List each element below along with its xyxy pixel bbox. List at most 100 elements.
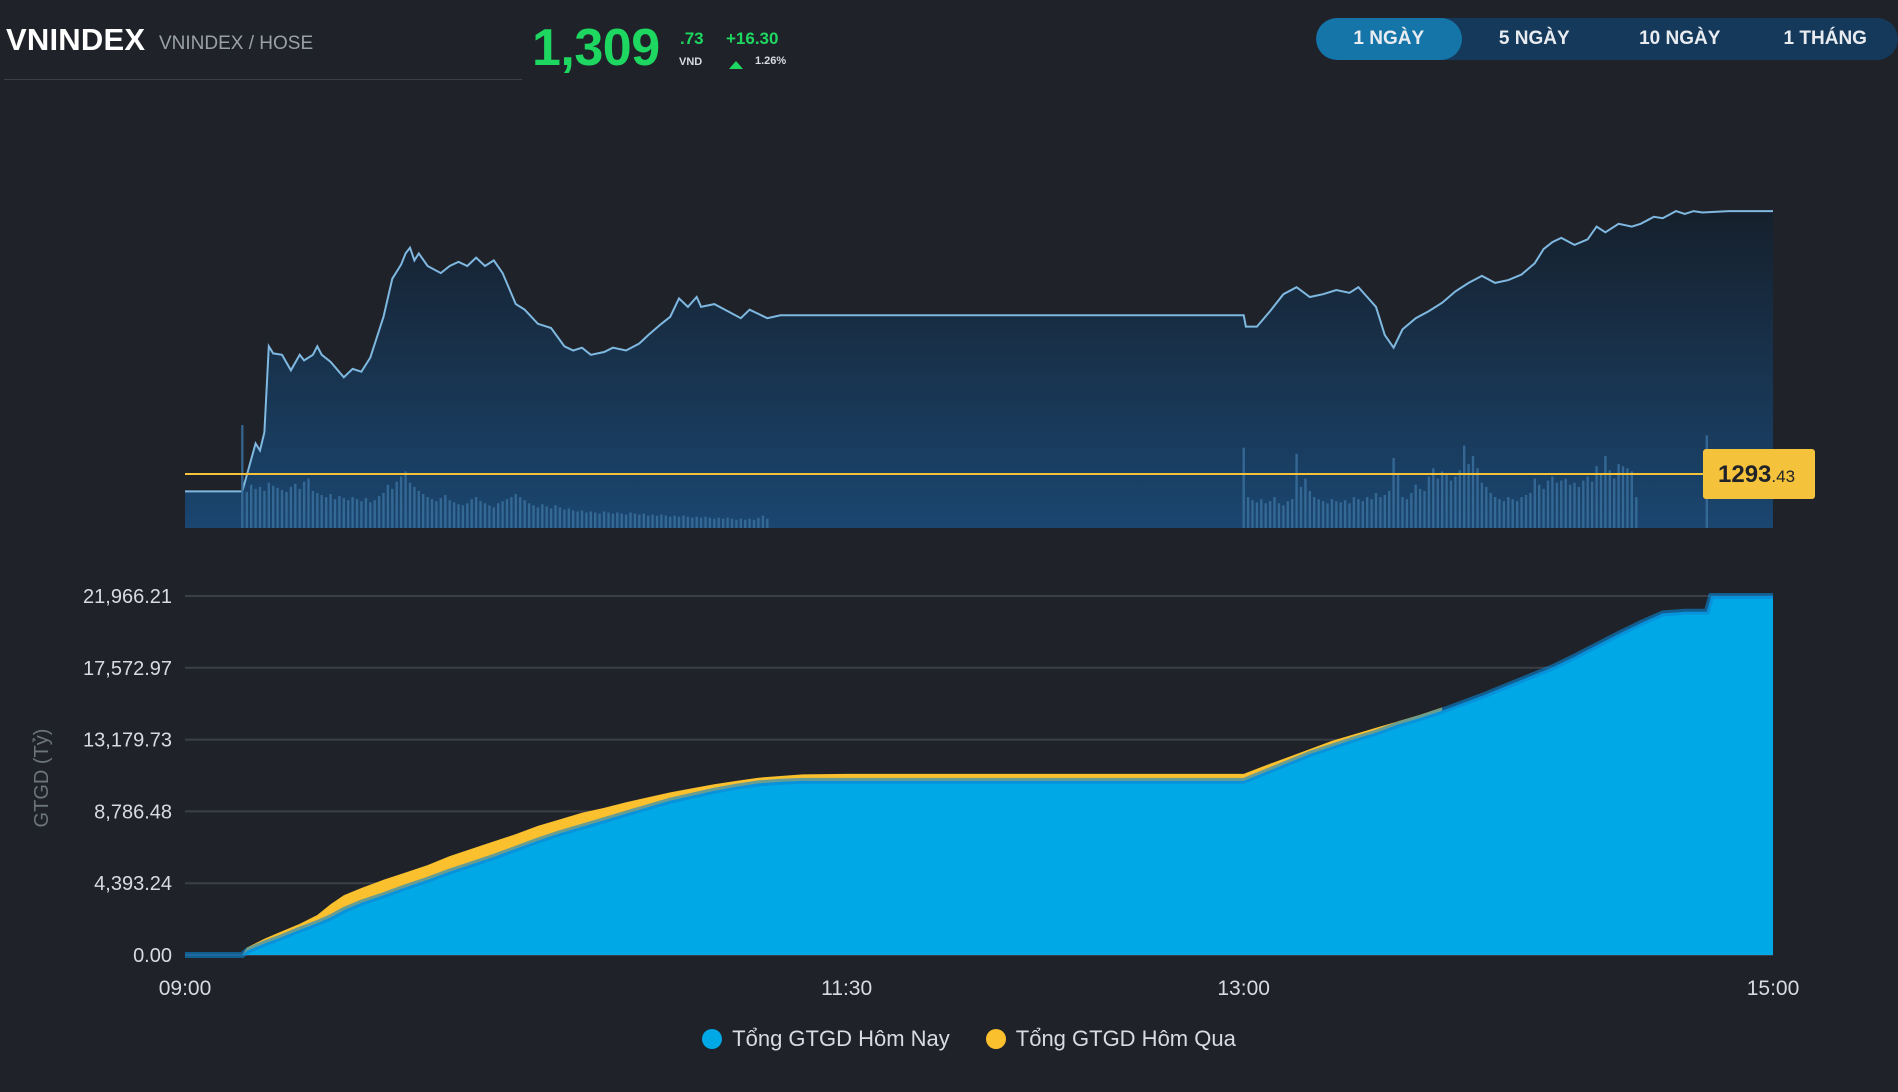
volume-bar	[673, 515, 676, 528]
price-decimal: .73	[680, 29, 704, 48]
volume-bar	[1524, 495, 1528, 528]
volume-bar	[1458, 470, 1461, 528]
volume-bar	[1476, 468, 1479, 528]
volume-bar	[1621, 466, 1625, 528]
reference-label-dec: .43	[1771, 467, 1795, 486]
volume-bar	[1551, 476, 1554, 528]
index-symbol: VNINDEX	[6, 22, 146, 57]
volume-bar	[391, 488, 394, 528]
legend-item-yesterday[interactable]: Tổng GTGD Hôm Qua	[985, 1026, 1236, 1052]
volume-bar	[1277, 503, 1281, 528]
volume-bar	[1542, 488, 1545, 528]
volume-bar	[474, 497, 478, 528]
volume-bar	[761, 515, 765, 528]
volume-bar	[1396, 474, 1400, 528]
y-tick-label: 17,572.97	[83, 658, 172, 680]
price-integer: 1,309	[532, 19, 660, 77]
volume-bar	[245, 491, 248, 528]
volume-bar	[1555, 482, 1559, 528]
legend-dot-today	[702, 1029, 723, 1049]
chart-legend: Tổng GTGD Hôm Nay Tổng GTGD Hôm Qua	[0, 1026, 1898, 1052]
volume-bar	[514, 494, 517, 528]
volume-bar	[536, 507, 540, 528]
value-areas	[185, 593, 1773, 958]
volume-bar	[1427, 476, 1431, 528]
volume-bar	[1449, 480, 1453, 528]
volume-bar	[404, 471, 407, 529]
volume-bar	[1480, 482, 1484, 528]
volume-bar	[461, 505, 465, 528]
x-tick-labels: 09:00 11:30 13:00 15:00	[159, 977, 1800, 1000]
tab-10-days[interactable]: 10 NGÀY	[1639, 28, 1721, 49]
y-axis-label: GTGD (Tỷ)	[31, 729, 53, 828]
area-today	[185, 596, 1773, 955]
legend-label-yesterday: Tổng GTGD Hôm Qua	[1015, 1026, 1236, 1051]
volume-bar	[1502, 501, 1506, 528]
volume-bar	[444, 495, 447, 528]
y-tick-label: 21,966.21	[83, 586, 172, 608]
price-line	[185, 210, 1773, 493]
volume-bar	[1546, 480, 1550, 528]
volume-bar	[1520, 497, 1523, 528]
volume-bar	[347, 500, 350, 528]
volume-bar	[1286, 501, 1289, 528]
volume-bar	[1392, 458, 1395, 528]
up-arrow-icon	[729, 61, 743, 69]
volume-bar	[704, 516, 707, 528]
volume-bar	[254, 488, 257, 528]
volume-bar	[457, 504, 460, 528]
y-tick-label: 4,393.24	[94, 873, 172, 895]
volume-bar	[1590, 481, 1594, 528]
volume-bar	[598, 513, 601, 528]
volume-bar	[505, 499, 509, 528]
tab-5-days[interactable]: 5 NGÀY	[1498, 28, 1570, 49]
volume-bar	[519, 497, 522, 528]
volume-bar	[638, 514, 641, 528]
volume-bar	[1242, 447, 1245, 528]
index-exchange: VNINDEX / HOSE	[159, 33, 314, 54]
volume-bar	[1595, 466, 1598, 528]
volume-bar	[316, 493, 319, 528]
x-tick-label: 15:00	[1747, 977, 1800, 1000]
volume-bar	[1538, 484, 1541, 528]
volume-bar	[567, 508, 570, 528]
tab-1-day[interactable]: 1 NGÀY	[1316, 18, 1462, 60]
volume-bar	[757, 517, 760, 528]
price-change-percent: 1.26%	[755, 55, 787, 67]
volume-bar	[1317, 499, 1320, 528]
volume-bar	[377, 496, 381, 528]
volume-bar	[307, 478, 310, 528]
volume-bar	[532, 505, 535, 528]
volume-bar	[360, 501, 363, 528]
volume-bar	[289, 486, 293, 528]
volume-bar	[1485, 486, 1488, 528]
header-divider	[4, 79, 522, 80]
volume-bar	[744, 519, 747, 528]
volume-bar	[510, 497, 513, 528]
volume-bar	[1445, 474, 1448, 528]
volume-bar	[1361, 501, 1364, 528]
volume-bar	[660, 514, 663, 528]
price-chart	[185, 210, 1773, 528]
volume-bar	[1608, 470, 1611, 528]
volume-bar	[1295, 453, 1298, 528]
volume-bar	[585, 512, 588, 528]
volume-bar	[739, 518, 742, 528]
volume-bar	[1423, 490, 1426, 528]
volume-bar	[364, 498, 368, 528]
volume-bar	[563, 509, 566, 528]
y-tick-label: 13,179.73	[83, 730, 172, 752]
volume-bars	[241, 425, 1708, 529]
tab-1-month[interactable]: 1 THÁNG	[1783, 28, 1867, 49]
volume-bar	[1291, 499, 1294, 528]
volume-bar	[501, 501, 504, 528]
volume-bar	[1321, 501, 1325, 528]
volume-bar	[1613, 478, 1616, 528]
volume-bar	[549, 508, 553, 528]
volume-bar	[1379, 497, 1382, 528]
volume-bar	[1414, 484, 1417, 528]
volume-bar	[669, 516, 672, 528]
legend-item-today[interactable]: Tổng GTGD Hôm Nay	[702, 1026, 950, 1052]
volume-bar	[651, 514, 654, 528]
